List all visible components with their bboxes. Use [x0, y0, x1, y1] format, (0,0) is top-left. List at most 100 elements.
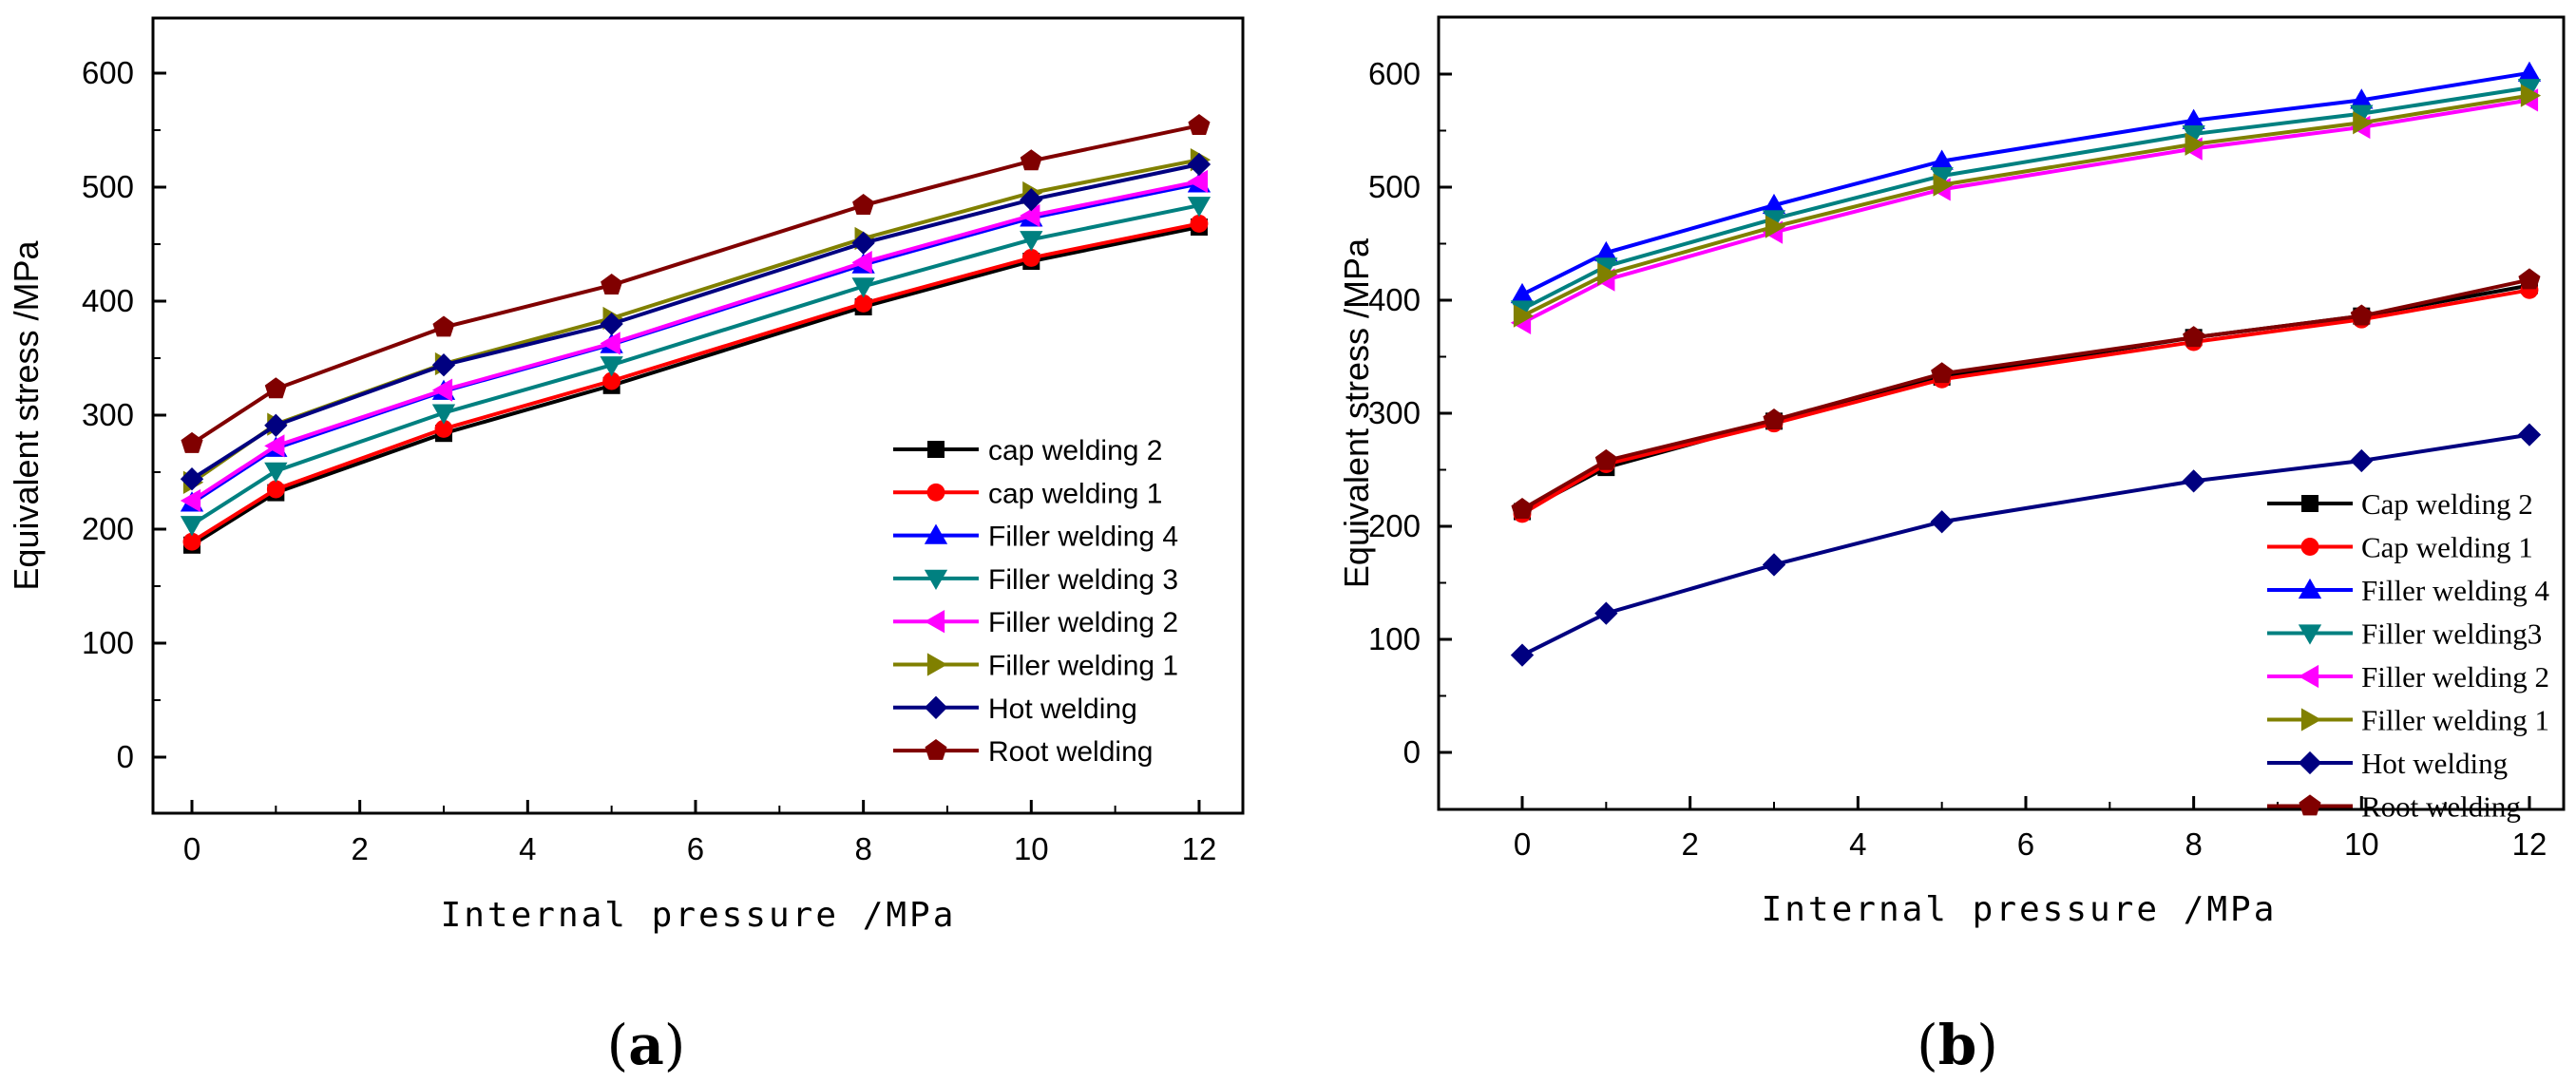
legend-swatch-marker — [2300, 708, 2322, 732]
series-line — [1521, 98, 2530, 325]
x-axis-label: Internal pressure /MPa — [1762, 890, 2278, 929]
data-point — [2518, 268, 2541, 290]
data-point — [2182, 108, 2205, 129]
data-point — [2517, 61, 2542, 82]
data-point — [1187, 169, 1209, 194]
data-point — [2350, 304, 2373, 326]
y-tick-label: 0 — [1403, 734, 1421, 770]
y-tick-label: 0 — [117, 739, 134, 774]
data-point — [1021, 248, 1040, 267]
legend-label: Filler welding 1 — [2361, 704, 2549, 737]
x-tick-label: 4 — [519, 831, 536, 866]
x-tick-label: 0 — [183, 831, 200, 866]
data-point — [264, 413, 288, 437]
data-point — [851, 277, 875, 298]
x-tick-label: 10 — [2344, 826, 2379, 862]
x-axis-label: Internal pressure /MPa — [441, 896, 957, 935]
data-point — [180, 488, 201, 513]
legend-label: Root welding — [988, 736, 1153, 768]
data-point — [852, 194, 875, 216]
y-tick-label: 400 — [82, 283, 134, 318]
data-point — [1190, 214, 1209, 233]
data-point — [2183, 326, 2205, 348]
legend-swatch-marker — [2298, 664, 2319, 689]
data-point — [601, 274, 623, 295]
y-tick-label: 100 — [82, 625, 134, 660]
legend-swatch-marker — [2298, 624, 2322, 645]
data-point — [182, 532, 201, 551]
x-tick-label: 12 — [2512, 826, 2547, 862]
data-point — [180, 516, 204, 537]
data-point — [431, 378, 453, 402]
panel-caption: (a) — [607, 1013, 686, 1077]
data-point — [1187, 197, 1212, 218]
y-tick-label: 200 — [82, 511, 134, 546]
data-point — [266, 480, 285, 499]
x-tick-label: 8 — [2185, 826, 2202, 862]
data-point — [2350, 104, 2374, 125]
legend-label: Filler welding 3 — [988, 564, 1178, 596]
data-point — [851, 231, 875, 255]
legend-swatch-marker — [926, 483, 945, 502]
data-point — [602, 371, 621, 390]
y-axis-label: Equivalent stress /MPa — [7, 239, 46, 590]
legend-label: Cap welding 2 — [2361, 487, 2533, 521]
y-axis-label: Equivalent stress /MPa — [1337, 238, 1376, 588]
legend-label: Filler welding3 — [2361, 618, 2542, 651]
data-point — [1510, 643, 1535, 667]
series-line — [1520, 288, 2530, 516]
data-point — [2520, 84, 2542, 107]
y-tick-label: 300 — [1368, 395, 1421, 430]
legend-label: Filler welding 2 — [2361, 660, 2549, 694]
data-point — [851, 251, 872, 275]
data-point — [1594, 240, 1618, 262]
data-point — [434, 419, 453, 438]
legend-swatch-marker — [2301, 495, 2318, 512]
data-point — [1020, 203, 1040, 228]
data-point — [1187, 152, 1212, 177]
data-point — [2182, 124, 2205, 146]
x-tick-label: 2 — [1681, 826, 1698, 862]
data-point — [1511, 498, 1534, 519]
y-tick-label: 600 — [1368, 56, 1421, 91]
caption-letter: a — [628, 1013, 664, 1077]
x-tick-label: 0 — [1514, 826, 1531, 862]
data-point — [1594, 601, 1618, 625]
legend-swatch-marker — [924, 610, 945, 634]
legend-label: Filler welding 1 — [988, 651, 1178, 682]
data-point — [1188, 114, 1211, 136]
legend-swatch-marker — [2298, 578, 2322, 599]
legend-label: Root welding — [2361, 790, 2521, 824]
data-point — [1020, 231, 1043, 252]
data-point — [2350, 88, 2374, 109]
data-point — [264, 462, 288, 483]
caption-letter: b — [1938, 1013, 1977, 1077]
legend-swatch-marker — [926, 653, 948, 676]
data-point — [1513, 304, 1535, 328]
y-tick-label: 500 — [82, 169, 134, 204]
data-point — [600, 356, 623, 377]
data-point — [264, 434, 285, 458]
data-point — [2182, 469, 2205, 493]
y-tick-label: 400 — [1368, 282, 1421, 317]
series-line — [1521, 93, 2530, 318]
x-tick-label: 6 — [687, 831, 704, 866]
x-tick-label: 8 — [854, 831, 871, 866]
legend-label: Filler welding 2 — [988, 607, 1178, 638]
y-tick-label: 600 — [82, 55, 134, 90]
data-point — [1931, 362, 1954, 384]
series-line — [1520, 277, 2530, 511]
x-tick-label: 4 — [1849, 826, 1866, 862]
data-point — [180, 467, 204, 491]
series-line — [190, 158, 1200, 484]
data-point — [1020, 188, 1043, 212]
data-point — [264, 377, 287, 399]
y-tick-label: 500 — [1368, 169, 1421, 204]
y-tick-label: 100 — [1368, 621, 1421, 656]
data-point — [1763, 408, 1785, 429]
y-tick-label: 200 — [1368, 508, 1421, 543]
legend-label: Cap welding 1 — [2361, 531, 2533, 564]
data-point — [2353, 111, 2374, 135]
data-point — [1933, 173, 1954, 197]
